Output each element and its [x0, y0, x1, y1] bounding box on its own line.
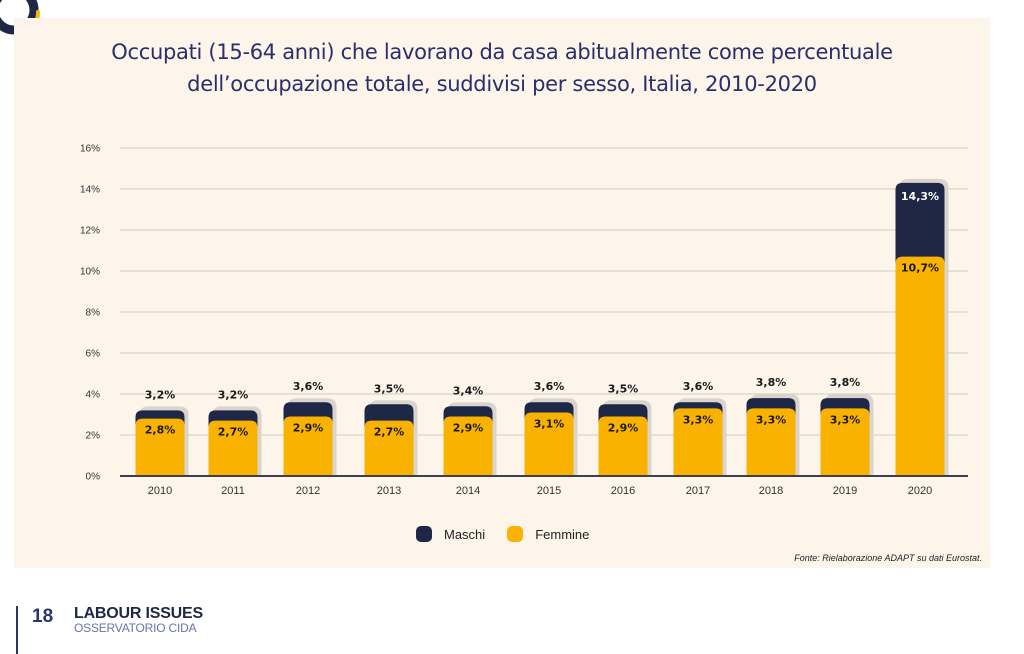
y-tick-label: 16%: [80, 144, 100, 155]
bar-femmine-2015: [524, 412, 574, 476]
data-label-femmine: 2,9%: [608, 422, 639, 435]
x-tick-label: 2018: [759, 485, 783, 497]
bar-femmine-2014: [443, 416, 493, 476]
y-tick-label: 12%: [80, 226, 100, 237]
legend-swatch-maschi: [416, 526, 432, 542]
data-label-maschi: 3,5%: [608, 382, 639, 395]
chart-title-line-2: dell’occupazione totale, suddivisi per s…: [187, 72, 817, 96]
bar-femmine-2017: [673, 408, 723, 476]
data-label-femmine: 2,9%: [453, 422, 484, 435]
bar-femmine-2013: [364, 420, 414, 476]
legend: Maschi Femmine: [416, 526, 611, 542]
data-label-femmine: 3,3%: [830, 413, 861, 426]
data-label-femmine: 10,7%: [901, 262, 939, 275]
data-label-maschi: 3,6%: [293, 380, 324, 393]
y-tick-label: 0%: [86, 472, 101, 483]
data-label-maschi: 3,4%: [453, 384, 484, 397]
x-axis: 2010 2011 2012 2013 2014 2015 2016 2017 2018 2019…: [120, 475, 968, 497]
bar-femmine-2016: [598, 416, 648, 476]
bar-femmine-2018: [746, 408, 796, 476]
y-tick-label: 2%: [86, 431, 101, 442]
bar-femmine-2010: [135, 418, 185, 476]
bar-femmine-2012: [283, 416, 333, 476]
data-label-maschi: 3,2%: [218, 388, 249, 401]
legend-item-femmine: Femmine: [507, 526, 589, 542]
y-axis: 0% 2% 4% 6% 8% 10% 12% 14% 16%: [80, 144, 100, 483]
brand-title: LABOUR ISSUES: [74, 605, 203, 622]
y-tick-label: 4%: [86, 390, 101, 401]
data-label-maschi: 3,8%: [830, 376, 861, 389]
x-tick-label: 2010: [148, 485, 172, 497]
data-label-femmine: 2,9%: [293, 422, 324, 435]
data-label-maschi: 3,8%: [756, 376, 787, 389]
data-label-femmine: 3,3%: [756, 413, 787, 426]
brand-logo: LABOUR ISSUES OSSERVATORIO CIDA: [74, 605, 203, 635]
y-tick-label: 14%: [80, 185, 100, 196]
x-tick-label: 2015: [537, 485, 561, 497]
bar-femmine-2020: [895, 256, 945, 476]
x-tick-label: 2014: [456, 485, 480, 497]
data-label-femmine: 2,7%: [374, 426, 405, 439]
x-tick-label: 2013: [377, 485, 401, 497]
data-label-femmine: 3,1%: [534, 417, 565, 430]
page-number: 18: [32, 606, 54, 627]
data-label-maschi: 3,6%: [683, 380, 714, 393]
brand-subtitle: OSSERVATORIO CIDA: [74, 621, 197, 635]
x-tick-label: 2017: [686, 485, 710, 497]
legend-label-femmine: Femmine: [535, 526, 590, 542]
data-label-femmine: 3,3%: [683, 413, 714, 426]
data-label-maschi: 3,6%: [534, 380, 565, 393]
y-tick-label: 8%: [86, 308, 101, 319]
data-label-maschi: 14,3%: [901, 190, 939, 203]
chart-title: Occupati (15-64 anni) che lavorano da ca…: [14, 36, 990, 100]
legend-swatch-femmine: [507, 526, 524, 542]
x-tick-label: 2011: [221, 485, 245, 497]
data-label-femmine: 2,7%: [218, 426, 249, 439]
data-label-maschi: 3,5%: [374, 382, 405, 395]
legend-item-maschi: Maschi: [416, 526, 485, 542]
data-label-maschi: 3,2%: [145, 388, 176, 401]
y-tick-label: 10%: [80, 267, 100, 278]
bars: [135, 178, 949, 476]
legend-label-maschi: Maschi: [444, 526, 486, 542]
footer-divider: [16, 606, 18, 654]
chart-title-line-1: Occupati (15-64 anni) che lavorano da ca…: [111, 40, 893, 64]
x-tick-label: 2019: [833, 485, 857, 497]
x-tick-label: 2012: [296, 485, 320, 497]
data-label-femmine: 2,8%: [145, 424, 176, 437]
bar-femmine-2019: [820, 408, 870, 476]
source-note: Fonte: Rielaborazione ADAPT su dati Euro…: [794, 553, 982, 563]
x-tick-label: 2016: [611, 485, 635, 497]
bar-femmine-2011: [208, 420, 258, 476]
y-tick-label: 6%: [86, 349, 101, 360]
data-labels: 3,2% 2,8% 3,2% 2,7% 3,6% 2,9% 3,5% 2,7% 3,4% 2,9%…: [145, 190, 939, 439]
x-tick-label: 2020: [908, 485, 932, 497]
